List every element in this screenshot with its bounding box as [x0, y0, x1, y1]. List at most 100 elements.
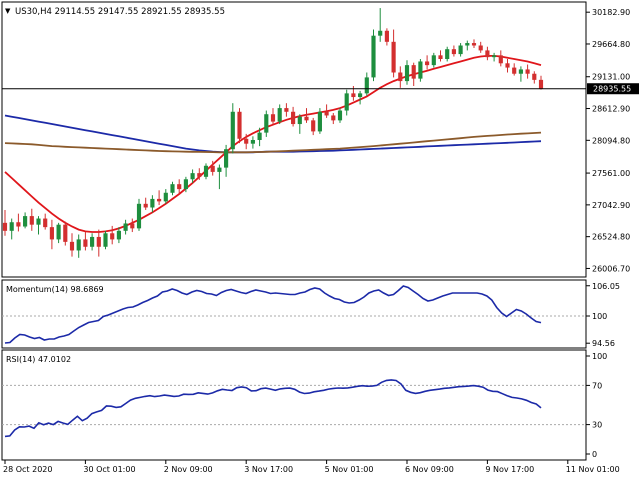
candle-body [478, 45, 483, 51]
candle-body [264, 114, 269, 133]
momentum-panel[interactable]: 106.05 100 94.56 Momentum(14) 98.6869 [1, 279, 620, 349]
candle-body [284, 108, 289, 112]
moving-average-line [4, 55, 542, 233]
candle-body [257, 132, 262, 140]
candle-body [103, 233, 108, 247]
main-chart-title: US30,H4 29114.55 29147.55 28921.55 28935… [15, 7, 225, 17]
candle-body [438, 55, 443, 59]
price-axis-label: 28094.80 [592, 136, 630, 145]
momentum-axis-label: 106.05 [592, 282, 620, 291]
momentum-axis: 106.05 100 94.56 [586, 282, 620, 348]
momentum-axis-label: 100 [592, 312, 607, 321]
momentum-axis-label: 94.56 [592, 339, 615, 348]
candle-body [130, 223, 135, 229]
candle-body [197, 173, 202, 177]
candle-body [56, 224, 61, 240]
candle-body [358, 93, 363, 98]
candle-body [83, 239, 88, 247]
time-axis-label: 9 Nov 17:00 [485, 465, 534, 474]
candle-body [465, 43, 470, 46]
candle-body [371, 35, 376, 78]
candle-body [2, 222, 8, 231]
price-axis-label: 29664.80 [592, 40, 630, 49]
candle-body [36, 218, 41, 225]
candle-body [16, 222, 21, 227]
candle-body [538, 79, 544, 89]
candle-body [63, 224, 68, 242]
candle-body [29, 216, 34, 225]
price-axis: 30182.90 29664.80 29131.00 28612.90 28094.80… [586, 8, 630, 273]
candle-body [190, 173, 195, 180]
candle-body [364, 77, 369, 94]
candle-body [331, 115, 336, 121]
candle-body [337, 110, 343, 121]
candle-body [404, 65, 410, 82]
candle-body [378, 30, 383, 36]
rsi-line [4, 379, 542, 438]
rsi-level-lines [2, 384, 586, 426]
candle-body [458, 45, 463, 55]
candle-body [492, 55, 497, 58]
candle-body [237, 111, 242, 139]
time-axis-label: 30 Oct 01:00 [83, 465, 135, 474]
current-price-tag [587, 83, 639, 95]
rsi-axis-label: 30 [592, 421, 602, 430]
rsi-axis: 100 70 30 0 [586, 352, 607, 459]
candle-body [304, 116, 309, 121]
moving-average-line [4, 131, 542, 154]
candle-body [431, 55, 436, 66]
candle-body [116, 230, 121, 240]
price-axis-label: 27042.90 [592, 201, 630, 210]
rsi-panel-frame [1, 349, 587, 461]
candle-body [217, 167, 222, 172]
time-axis-label: 2 Nov 09:00 [164, 465, 213, 474]
rsi-axis-label: 100 [592, 352, 607, 361]
rsi-panel[interactable]: 100 70 30 0 RSI(14) 47.0102 [1, 349, 607, 461]
candle-body [170, 184, 175, 193]
candle-body [157, 198, 162, 202]
momentum-title: Momentum(14) 98.6869 [6, 285, 104, 294]
candle-body [270, 114, 276, 122]
candle-body [512, 67, 517, 74]
time-axis-label: 5 Nov 01:00 [325, 465, 374, 474]
candle-body [505, 63, 510, 68]
candle-body [384, 30, 389, 42]
time-axis-label: 6 Nov 09:00 [405, 465, 454, 474]
candle-body [391, 41, 396, 73]
candle-body [9, 222, 14, 231]
rsi-axis-label: 70 [592, 381, 602, 390]
rsi-axis-label: 0 [592, 450, 597, 459]
candle-body [250, 140, 255, 144]
candle-body [525, 69, 530, 74]
candle-body [291, 111, 296, 125]
candle-body [344, 93, 349, 111]
chart-dropdown-icon[interactable]: ▼ [5, 7, 11, 15]
candle-body [123, 223, 128, 231]
candle-body [210, 165, 215, 172]
momentum-line [4, 285, 542, 344]
time-axis-label: 11 Nov 01:00 [566, 465, 620, 474]
candle-body [96, 236, 101, 247]
candle-body [324, 111, 329, 116]
price-axis-label: 28612.90 [592, 105, 630, 114]
candle-body [471, 43, 477, 46]
price-axis-label: 29131.00 [592, 73, 630, 82]
candle-body [418, 61, 423, 79]
price-panel-frame [1, 1, 587, 278]
candle-body [224, 149, 229, 168]
candle-body [311, 120, 316, 132]
candle-body [518, 69, 523, 74]
candle-body [90, 236, 95, 247]
candle-body [23, 216, 28, 227]
candle-body [532, 73, 537, 80]
candle-body [451, 49, 456, 55]
price-panel[interactable]: 30182.90 29664.80 29131.00 28612.90 28094.80… [1, 1, 639, 278]
candle-body [110, 233, 115, 240]
time-axis-label: 28 Oct 2020 [3, 465, 52, 474]
candle-body [425, 61, 430, 66]
candle-body [76, 239, 81, 251]
candle-body [445, 49, 450, 59]
price-axis-label: 30182.90 [592, 8, 630, 17]
